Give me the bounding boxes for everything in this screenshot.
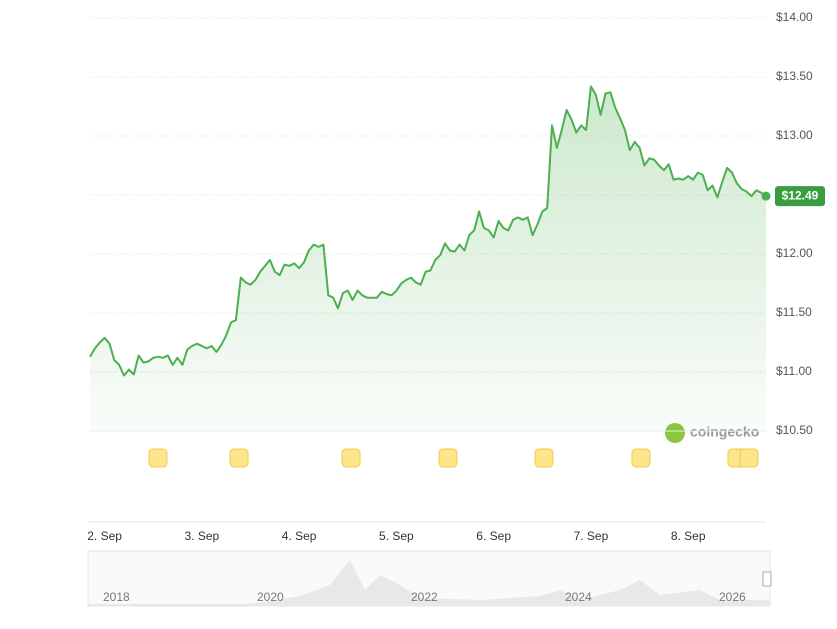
price-badge bbox=[775, 186, 825, 207]
x-tick-label: 2. Sep bbox=[87, 529, 122, 543]
price-badge-label: $12.49 bbox=[782, 188, 819, 202]
price-line bbox=[89, 85, 767, 377]
y-tick-label: $10.50 bbox=[776, 423, 813, 437]
navigator-label: 2026 bbox=[719, 590, 746, 604]
area bbox=[90, 86, 766, 432]
x-tick-label: 6. Sep bbox=[476, 529, 511, 543]
navigator-label: 2020 bbox=[257, 590, 284, 604]
navigator-label: 2018 bbox=[103, 590, 130, 604]
navigator-label: 2024 bbox=[565, 590, 592, 604]
y-tick-label: $11.50 bbox=[776, 305, 812, 319]
y-tick-label: $13.00 bbox=[776, 128, 813, 142]
y-tick-label: $14.00 bbox=[776, 10, 813, 24]
x-tick-label: 4. Sep bbox=[282, 529, 317, 543]
last-point bbox=[761, 191, 771, 201]
y-tick-label: $13.50 bbox=[776, 69, 813, 83]
x-tick-label: 8. Sep bbox=[671, 529, 706, 543]
y-tick-label: $11.00 bbox=[776, 364, 812, 378]
x-tick-label: 5. Sep bbox=[379, 529, 414, 543]
navigator-shape bbox=[88, 560, 770, 606]
navigator-handle bbox=[762, 571, 772, 587]
event-markers bbox=[148, 448, 759, 468]
navigator-label: 2022 bbox=[411, 590, 438, 604]
x-tick-label: 3. Sep bbox=[185, 529, 220, 543]
y-tick-label: $12.00 bbox=[776, 246, 813, 260]
x-tick-label: 7. Sep bbox=[574, 529, 609, 543]
